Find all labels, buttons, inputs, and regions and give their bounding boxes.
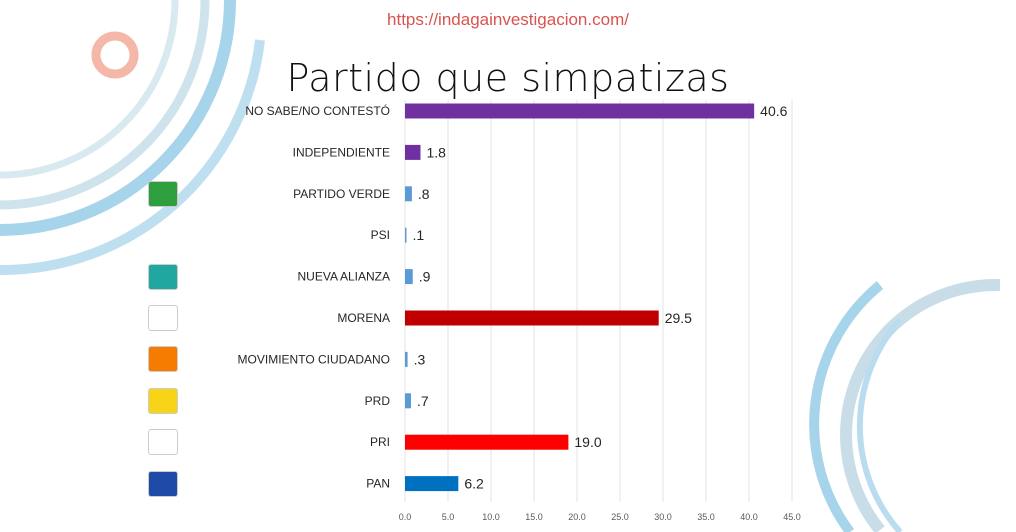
value-label: .8 — [418, 186, 430, 202]
bar — [405, 269, 413, 285]
category-label: PARTIDO VERDE — [293, 187, 390, 201]
value-label: .3 — [414, 351, 426, 367]
bar — [405, 393, 412, 409]
value-label: .7 — [417, 393, 429, 409]
x-tick-label: 10.0 — [482, 512, 500, 522]
category-label: MOVIMIENTO CIUDADANO — [238, 352, 390, 366]
category-label: PRI — [370, 435, 390, 449]
bar — [405, 310, 659, 326]
bar — [405, 476, 459, 492]
x-tick-label: 40.0 — [740, 512, 758, 522]
category-label: MORENA — [337, 311, 390, 325]
x-tick-label: 35.0 — [697, 512, 715, 522]
category-label: NO SABE/NO CONTESTÓ — [245, 103, 390, 118]
value-label: 6.2 — [464, 476, 484, 492]
value-label: .9 — [419, 269, 431, 285]
category-label: PSI — [371, 228, 390, 242]
bar — [405, 186, 412, 202]
value-labels: 40.6 1.8 .8 .1 .9 29.5 .3 .7 19.0 6.2 — [413, 103, 788, 492]
category-label: PRD — [365, 394, 391, 408]
x-tick-label: 25.0 — [611, 512, 629, 522]
bar — [405, 103, 755, 119]
bar — [405, 227, 407, 243]
x-tick-label: 45.0 — [783, 512, 801, 522]
value-label: 29.5 — [665, 310, 692, 326]
bar — [405, 434, 569, 450]
category-labels: NO SABE/NO CONTESTÓ INDEPENDIENTE PARTIDO … — [238, 103, 391, 491]
category-label: INDEPENDIENTE — [293, 145, 390, 159]
value-label: .1 — [413, 227, 425, 243]
bar — [405, 351, 408, 367]
x-tick-label: 15.0 — [525, 512, 543, 522]
x-tick-label: 30.0 — [654, 512, 672, 522]
category-label: NUEVA ALIANZA — [298, 270, 390, 284]
morena-logo-icon — [148, 305, 178, 331]
bars — [405, 103, 755, 492]
category-label: PAN — [366, 477, 390, 491]
prd-logo-icon — [148, 387, 178, 414]
pan-logo-icon — [148, 470, 178, 497]
bar — [405, 144, 421, 160]
alianza-logo-icon — [148, 263, 178, 290]
pri-logo-icon — [148, 429, 178, 456]
x-tick-label: 20.0 — [568, 512, 586, 522]
value-label: 1.8 — [426, 144, 446, 160]
x-tick-label: 5.0 — [442, 512, 455, 522]
value-label: 19.0 — [574, 434, 601, 450]
value-label: 40.6 — [760, 103, 787, 119]
verde-logo-icon — [148, 180, 178, 207]
chart-title: Partido que simpatizas — [286, 56, 730, 100]
mc-logo-icon — [148, 346, 178, 373]
x-tick-label: 0.0 — [399, 512, 412, 522]
x-tick-labels: 0.0 5.0 10.0 15.0 20.0 25.0 30.0 35.0 40.0 45.0 — [399, 512, 801, 522]
source-url[interactable]: https://indagainvestigacion.com/ — [387, 10, 629, 29]
